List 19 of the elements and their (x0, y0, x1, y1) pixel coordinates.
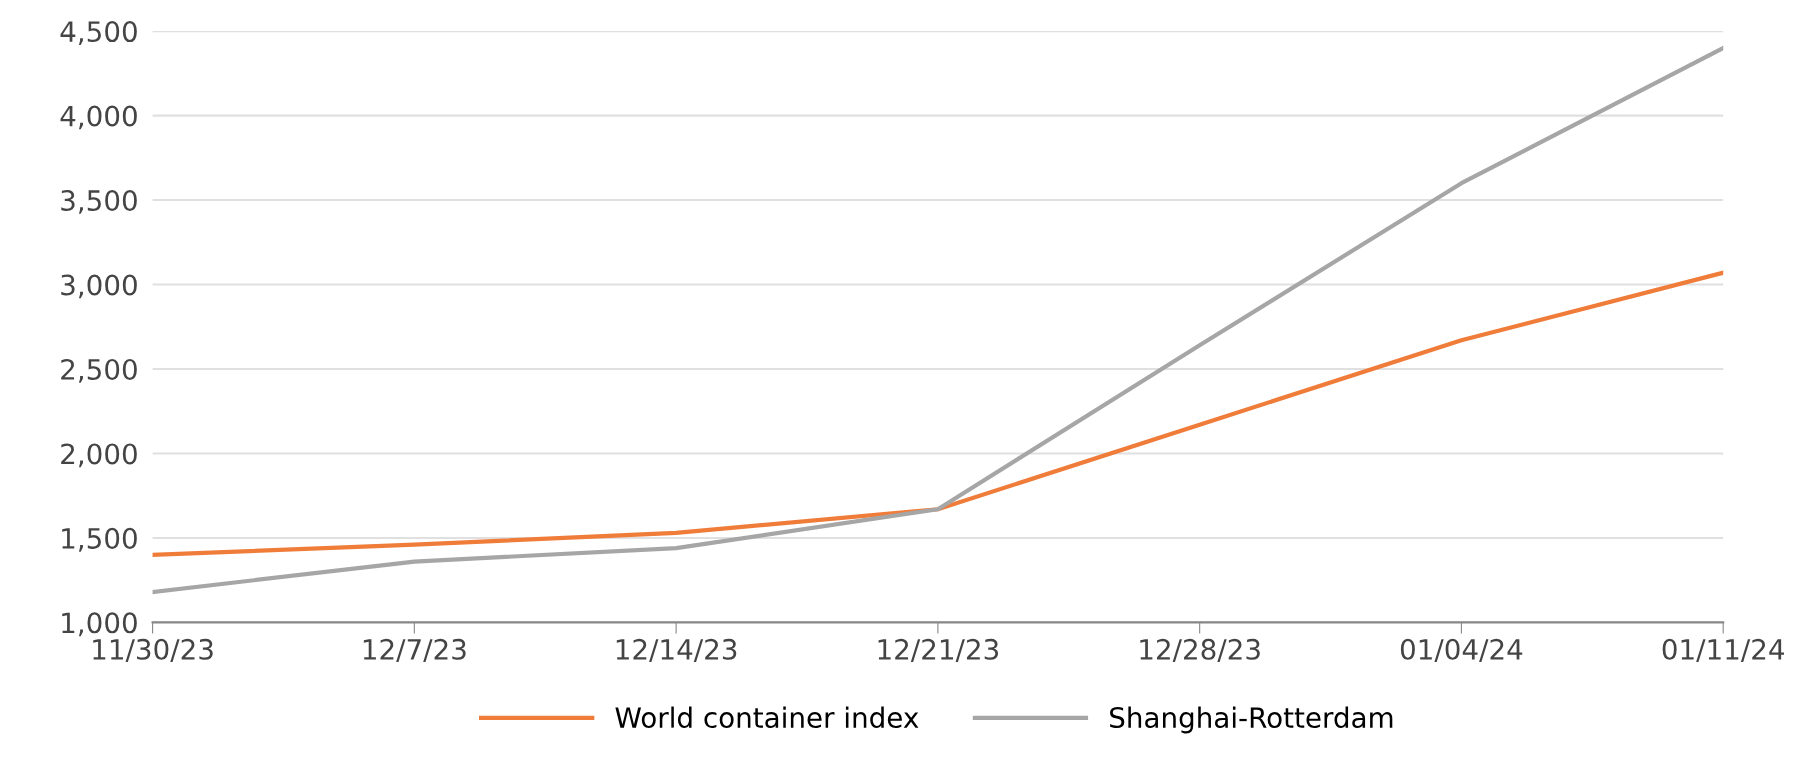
x-tick-label: 12/7/23 (363, 638, 466, 663)
x-tick-label: 11/30/23 (93, 638, 213, 663)
y-tick-label: 4,500 (60, 21, 137, 45)
x-tick-label: 12/14/23 (616, 638, 737, 663)
x-tick-label: 12/28/23 (1140, 638, 1260, 663)
y-tick-label: 4,000 (60, 105, 137, 130)
y-tick-label: 1,000 (62, 612, 137, 637)
y-tick-label: 1,500 (62, 527, 137, 552)
line-series (152, 45, 1724, 595)
y-tick-label: 2,500 (61, 358, 137, 383)
legend-label: Shanghai-Rotterdam (1110, 706, 1393, 734)
y-tick-label: 2,000 (61, 443, 137, 468)
line-series (152, 270, 1724, 557)
y-tick-label: 3,000 (61, 274, 137, 299)
x-tick-label: 01/04/24 (1400, 638, 1523, 663)
legend-label: World container index (615, 706, 919, 729)
x-tick-label: 01/11/24 (1662, 638, 1785, 663)
y-tick-label: 3,500 (61, 189, 137, 214)
x-tick-label: 12/21/23 (878, 638, 999, 663)
